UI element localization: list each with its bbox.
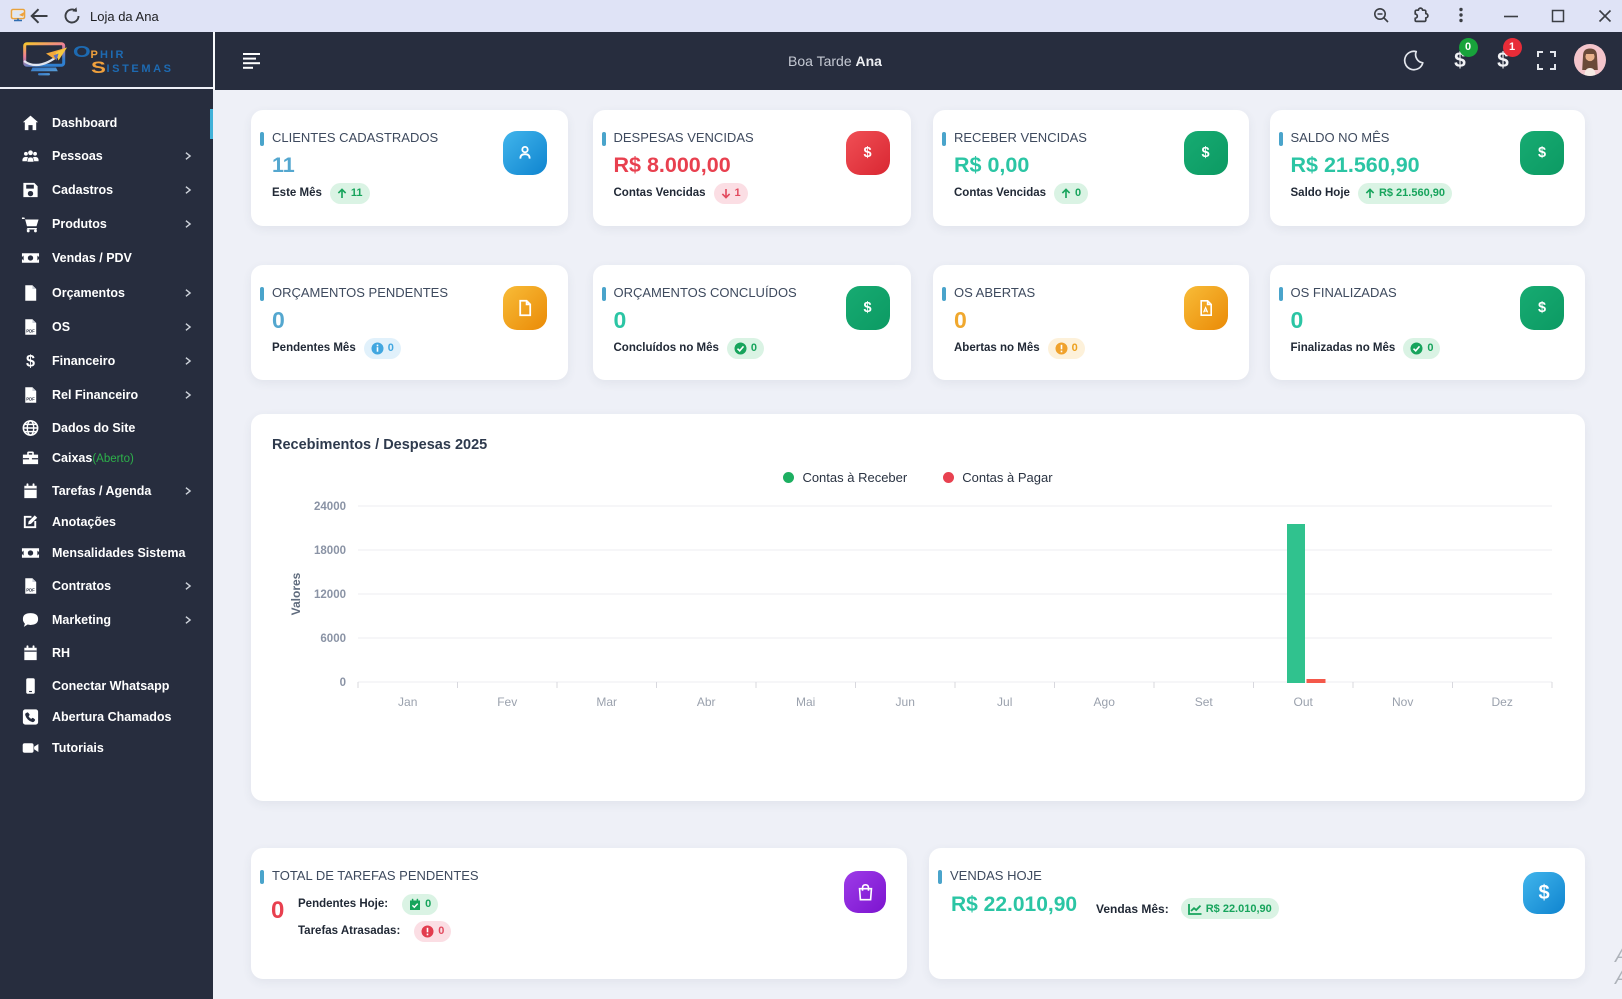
svg-text:Dez: Dez — [1492, 695, 1513, 709]
svg-text:Jan: Jan — [398, 695, 417, 709]
svg-text:Jun: Jun — [896, 695, 915, 709]
svg-text:Nov: Nov — [1392, 695, 1413, 709]
svg-text:Fev: Fev — [497, 695, 517, 709]
svg-text:Mai: Mai — [796, 695, 815, 709]
svg-text:0: 0 — [340, 677, 346, 689]
svg-text:6000: 6000 — [320, 633, 346, 645]
svg-text:PDF: PDF — [26, 396, 35, 401]
svg-text:Jul: Jul — [997, 695, 1012, 709]
svg-text:PDF: PDF — [26, 587, 35, 592]
svg-text:Out: Out — [1294, 695, 1314, 709]
svg-text:18000: 18000 — [314, 545, 346, 557]
svg-text:PDF: PDF — [26, 328, 35, 333]
svg-text:Ago: Ago — [1094, 695, 1116, 709]
svg-text:Abr: Abr — [697, 695, 716, 709]
svg-text:Set: Set — [1195, 695, 1214, 709]
svg-text:$: $ — [26, 352, 35, 370]
svg-text:Mar: Mar — [596, 695, 617, 709]
svg-text:12000: 12000 — [314, 589, 346, 601]
svg-text:24000: 24000 — [314, 501, 346, 513]
svg-text:Valores: Valores — [289, 572, 303, 615]
